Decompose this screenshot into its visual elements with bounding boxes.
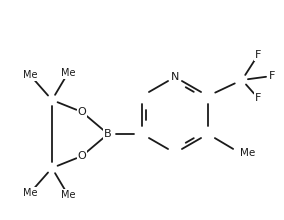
Text: N: N	[171, 72, 179, 82]
Text: Me: Me	[240, 148, 255, 158]
Text: O: O	[78, 107, 86, 117]
Text: F: F	[255, 50, 261, 60]
Text: Me: Me	[23, 188, 37, 198]
Text: F: F	[255, 93, 261, 103]
Text: B: B	[104, 129, 112, 139]
Text: Me: Me	[61, 190, 75, 200]
Text: O: O	[78, 151, 86, 161]
Text: F: F	[269, 71, 275, 81]
Text: Me: Me	[61, 68, 75, 78]
Text: Me: Me	[23, 70, 37, 80]
